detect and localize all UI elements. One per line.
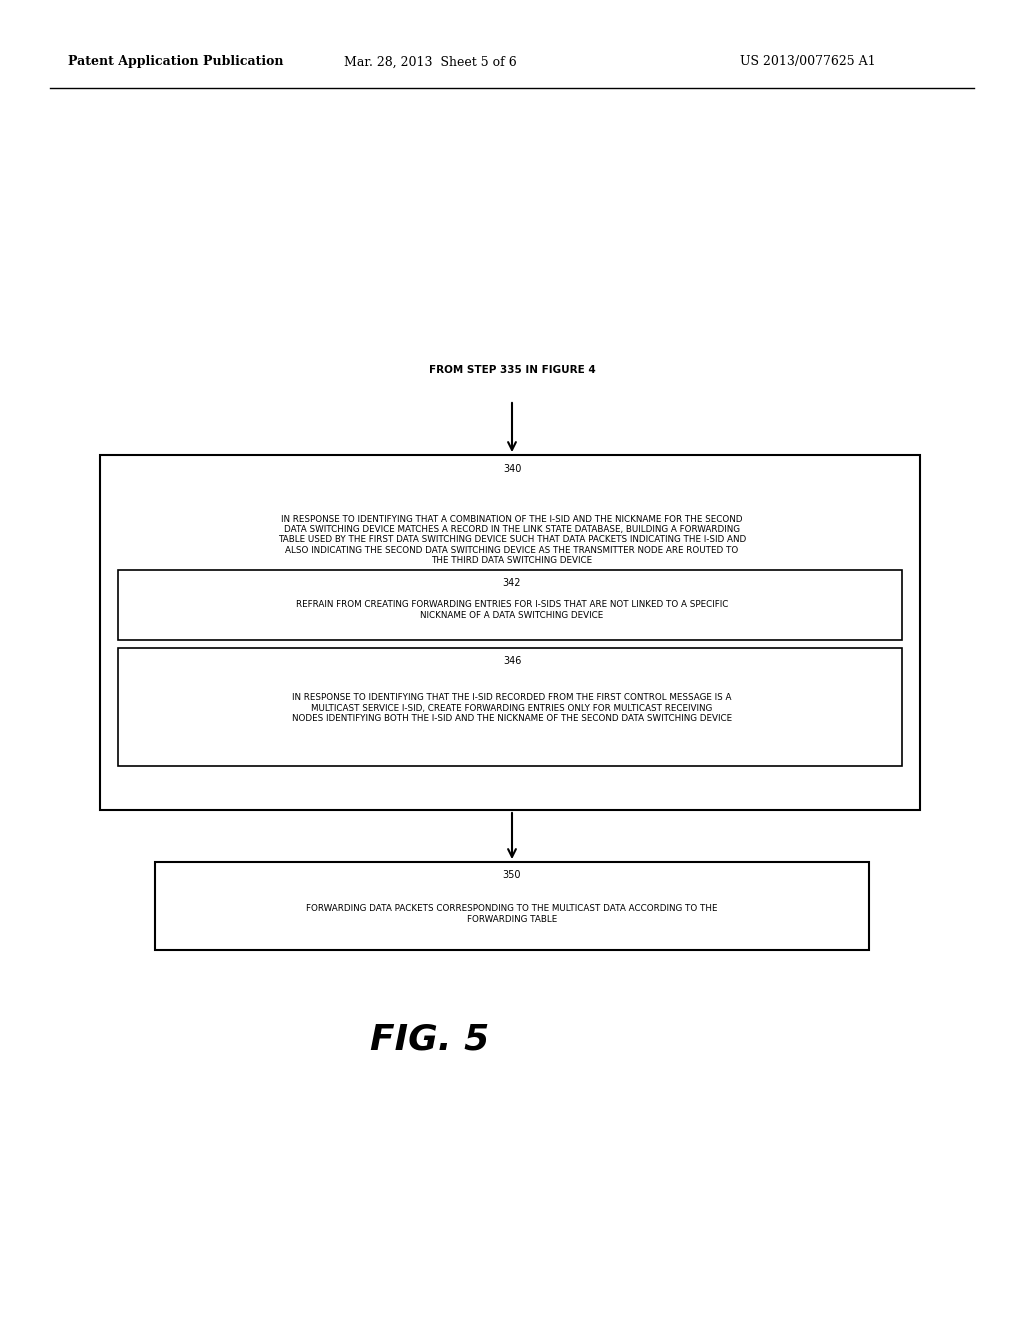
Text: FORWARDING DATA PACKETS CORRESPONDING TO THE MULTICAST DATA ACCORDING TO THE
FOR: FORWARDING DATA PACKETS CORRESPONDING TO…: [306, 904, 718, 924]
Text: Patent Application Publication: Patent Application Publication: [68, 55, 284, 69]
Bar: [100, 455, 920, 810]
Text: 340: 340: [503, 465, 521, 474]
Text: IN RESPONSE TO IDENTIFYING THAT A COMBINATION OF THE I-SID AND THE NICKNAME FOR : IN RESPONSE TO IDENTIFYING THAT A COMBIN…: [278, 515, 746, 565]
Bar: [118, 570, 902, 640]
Text: 350: 350: [503, 870, 521, 880]
Bar: [118, 648, 902, 766]
Text: US 2013/0077625 A1: US 2013/0077625 A1: [740, 55, 876, 69]
Text: IN RESPONSE TO IDENTIFYING THAT THE I-SID RECORDED FROM THE FIRST CONTROL MESSAG: IN RESPONSE TO IDENTIFYING THAT THE I-SI…: [292, 693, 732, 723]
Bar: [155, 862, 869, 950]
Text: Mar. 28, 2013  Sheet 5 of 6: Mar. 28, 2013 Sheet 5 of 6: [344, 55, 516, 69]
Text: REFRAIN FROM CREATING FORWARDING ENTRIES FOR I-SIDS THAT ARE NOT LINKED TO A SPE: REFRAIN FROM CREATING FORWARDING ENTRIES…: [296, 601, 728, 619]
Text: FROM STEP 335 IN FIGURE 4: FROM STEP 335 IN FIGURE 4: [429, 366, 595, 375]
Text: 346: 346: [503, 656, 521, 667]
Text: FIG. 5: FIG. 5: [371, 1023, 489, 1057]
Text: 342: 342: [503, 578, 521, 587]
